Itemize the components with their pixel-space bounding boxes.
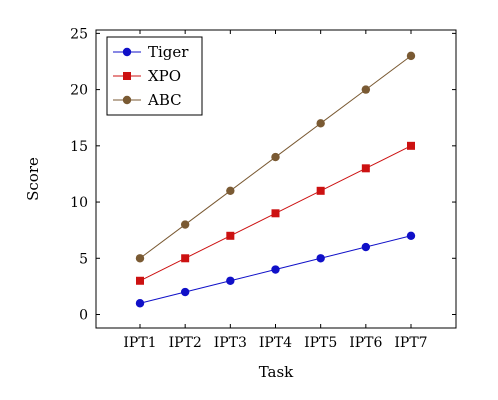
data-point-xpo — [181, 254, 190, 263]
ticks-layer: IPT1 IPT2 IPT3 IPT4 IPT5 IPT6 IPT7 0 5 10 15 20 25 — [70, 26, 456, 351]
legend: Tiger XPO ABC — [106, 36, 203, 116]
y-tick-label: 20 — [70, 83, 88, 99]
data-point-tiger — [180, 287, 190, 297]
x-tick-label: IPT5 — [304, 335, 337, 351]
legend-item-abc: ABC — [113, 91, 182, 109]
y-tick-label: 15 — [70, 139, 88, 155]
data-point-tiger — [316, 254, 325, 263]
data-point-abc — [361, 85, 371, 94]
data-point-abc — [226, 186, 235, 196]
x-tick-label: IPT3 — [214, 335, 247, 351]
data-point-tiger — [271, 265, 280, 274]
x-tick-label: IPT7 — [394, 335, 427, 351]
data-point-xpo — [361, 164, 370, 173]
data-point-abc — [406, 51, 416, 61]
data-point-abc — [135, 254, 145, 263]
data-point-xpo — [316, 186, 325, 195]
y-tick-label: 25 — [70, 26, 88, 42]
legend-label-abc: ABC — [147, 91, 182, 109]
y-tick-label: 10 — [70, 195, 88, 211]
data-point-xpo — [271, 209, 280, 218]
series-layer — [135, 51, 416, 308]
series-abc — [135, 51, 416, 263]
x-tick-label: IPT2 — [169, 335, 202, 351]
y-axis-label: Score — [24, 157, 42, 201]
data-point-tiger — [226, 276, 235, 285]
x-tick-label: IPT1 — [123, 335, 156, 351]
data-point-tiger — [135, 299, 145, 308]
x-tick-label: IPT6 — [349, 335, 382, 351]
x-tick-label: IPT4 — [259, 335, 292, 351]
data-point-xpo — [407, 141, 415, 150]
legend-label-tiger: Tiger — [148, 43, 189, 61]
legend-marker-xpo — [123, 72, 131, 80]
series-tiger — [135, 231, 416, 308]
legend-marker-tiger — [122, 47, 132, 57]
data-point-tiger — [406, 231, 416, 240]
y-tick-label: 0 — [79, 308, 88, 324]
series-xpo — [136, 141, 415, 285]
data-point-abc — [180, 220, 190, 229]
data-point-xpo — [136, 276, 144, 285]
data-point-abc — [271, 152, 280, 162]
data-point-tiger — [361, 242, 371, 252]
legend-item-xpo: XPO — [113, 67, 181, 85]
legend-label-xpo: XPO — [148, 67, 181, 85]
legend-marker-abc — [122, 95, 132, 105]
x-axis-label: Task — [259, 363, 294, 381]
legend-item-tiger: Tiger — [113, 43, 189, 61]
y-tick-label: 5 — [79, 251, 88, 267]
data-point-xpo — [226, 231, 235, 240]
data-point-abc — [316, 119, 325, 128]
